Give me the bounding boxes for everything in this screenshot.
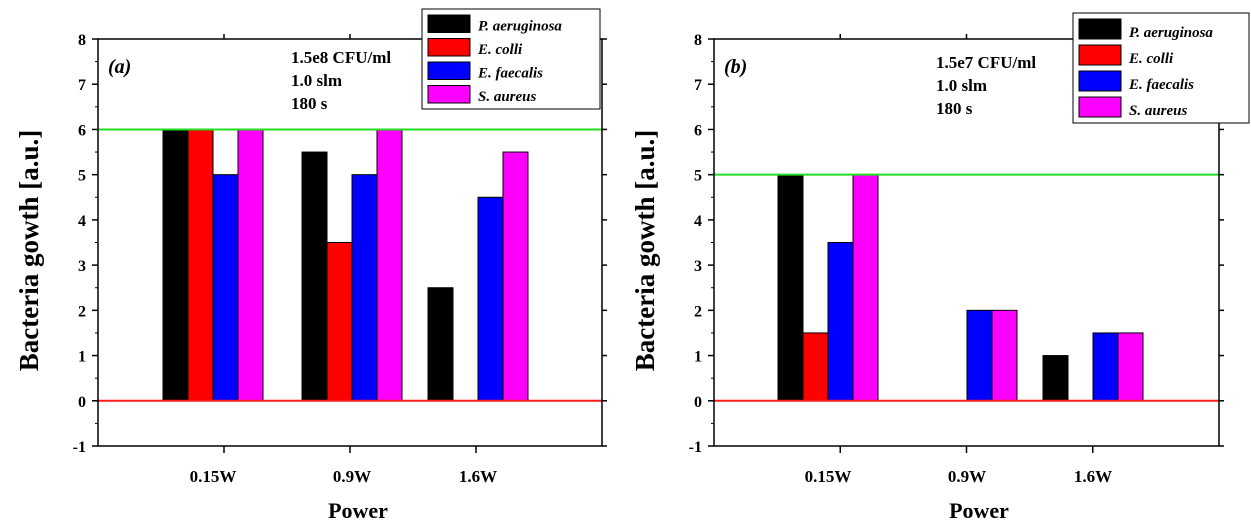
bar-s-aureus-0.15W [237, 128, 264, 402]
annotation: 180 s [291, 94, 328, 113]
y-tick-label: 0 [78, 394, 86, 411]
bar-e-faecalis-1.6W [1092, 332, 1119, 402]
bar-s-aureus-0.15W [852, 174, 879, 402]
panel-label: (a) [108, 56, 131, 78]
x-axis-label: Power [949, 498, 1009, 523]
annotation: 180 s [936, 99, 973, 118]
y-tick-label: 7 [78, 77, 86, 94]
y-tick-label: 1 [78, 349, 86, 366]
bar-s-aureus-0.9W [991, 309, 1018, 402]
x-tick-label: 0.15W [190, 467, 237, 486]
y-tick-label: 0 [694, 394, 702, 411]
bar-s-aureus-0.9W [376, 128, 403, 402]
legend-swatch [1078, 96, 1122, 118]
bar-e-colli-0.15W [802, 332, 829, 402]
annotation: 1.5e8 CFU/ml [291, 48, 391, 67]
bar-e-colli-0.9W [326, 242, 353, 402]
bar-p-aeruginosa-1.6W [1042, 355, 1069, 402]
legend-swatch [427, 85, 471, 104]
bar-s-aureus-1.6W [502, 151, 529, 402]
bar-p-aeruginosa-0.15W [162, 128, 189, 402]
bar-p-aeruginosa-0.15W [777, 174, 804, 402]
legend-label: E. colli [477, 42, 523, 58]
y-tick-label: 7 [694, 77, 702, 94]
chart-panel-a: -1 0 1 2 3 4 5 6 7 8 0.15W 0.9W 1.6W Power Bacteria go… [14, 8, 607, 523]
bar-p-aeruginosa-1.6W [427, 287, 454, 402]
annotation: 1.5e7 CFU/ml [936, 53, 1036, 72]
bar-e-faecalis-0.9W [966, 309, 993, 402]
legend-label: S. aureus [478, 89, 537, 105]
y-tick-label: 8 [78, 32, 86, 49]
y-tick-label: -1 [73, 439, 86, 456]
legend: P. aeruginosa E. colli E. faecalis S. aureu… [1072, 12, 1250, 124]
legend-label: E. faecalis [1128, 77, 1194, 93]
y-tick-label: 3 [78, 258, 86, 275]
y-tick-label: 2 [78, 303, 86, 320]
legend-swatch [427, 14, 471, 33]
chart-panel-b: -1 0 1 2 3 4 5 6 7 8 0.15W 0.9W 1.6W Power Bacteria go… [630, 12, 1250, 523]
bar-e-faecalis-0.9W [351, 174, 378, 402]
legend-swatch [1078, 44, 1122, 66]
legend-label: P. aeruginosa [478, 19, 562, 35]
bar-e-faecalis-0.15W [212, 174, 239, 402]
y-tick-label: 6 [78, 122, 86, 139]
annotation: 1.0 slm [936, 76, 987, 95]
y-tick-label: -1 [689, 439, 702, 456]
legend-swatch [427, 61, 471, 80]
x-tick-label: 1.6W [459, 467, 497, 486]
bar-s-aureus-1.6W [1117, 332, 1144, 402]
y-axis-label: Bacteria gowth [a.u.] [630, 130, 660, 371]
y-tick-label: 8 [694, 32, 702, 49]
x-tick-label: 1.6W [1074, 467, 1112, 486]
bar-e-faecalis-1.6W [477, 196, 504, 402]
y-tick-label: 2 [694, 303, 702, 320]
y-tick-label: 1 [694, 349, 702, 366]
x-axis-label: Power [328, 498, 388, 523]
y-tick-label: 4 [694, 213, 702, 230]
bar-e-faecalis-0.15W [827, 242, 854, 402]
y-tick-label: 5 [694, 168, 702, 185]
legend-label: P. aeruginosa [1129, 25, 1213, 41]
y-tick-label: 6 [694, 122, 702, 139]
legend-swatch [1078, 18, 1122, 40]
y-tick-label: 3 [694, 258, 702, 275]
panel-label: (b) [724, 56, 747, 78]
x-tick-label: 0.9W [948, 467, 986, 486]
legend-swatch [1078, 70, 1122, 92]
legend-label: E. faecalis [477, 66, 543, 82]
x-tick-label: 0.15W [805, 467, 852, 486]
legend: P. aeruginosa E. colli E. faecalis S. aureu… [421, 8, 601, 110]
legend-label: S. aureus [1129, 103, 1188, 119]
bar-e-colli-0.15W [187, 128, 214, 402]
legend-swatch [427, 38, 471, 57]
y-axis-label: Bacteria gowth [a.u.] [14, 130, 44, 371]
bar-p-aeruginosa-0.9W [301, 151, 328, 402]
y-tick-label: 5 [78, 168, 86, 185]
y-tick-label: 4 [78, 213, 86, 230]
annotation: 1.0 slm [291, 71, 342, 90]
legend-label: E. colli [1128, 51, 1174, 67]
x-tick-label: 0.9W [333, 467, 371, 486]
